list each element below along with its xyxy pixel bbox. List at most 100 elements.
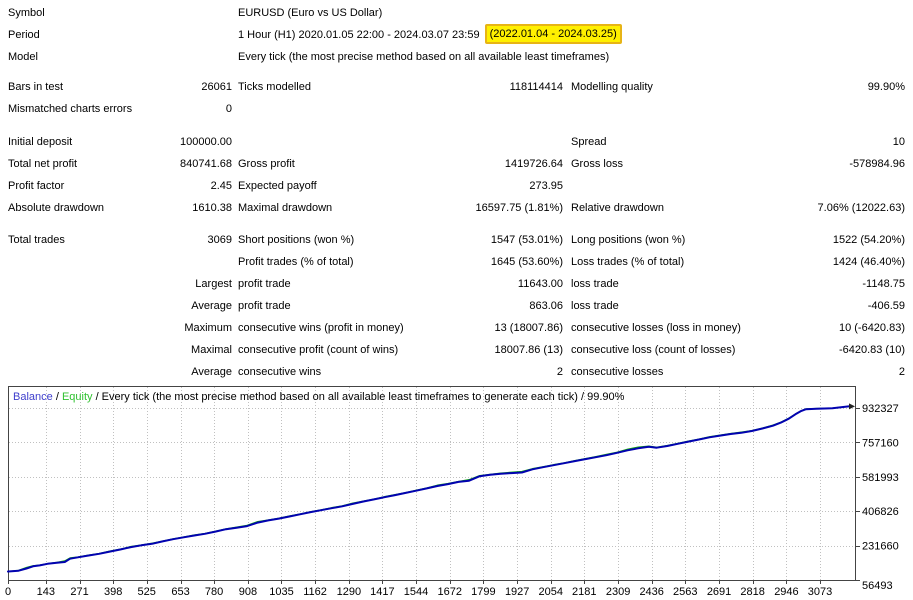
stat-value: 13 (18007.86): [494, 322, 564, 334]
chart-legend: Balance / Equity / Every tick (the most …: [13, 391, 625, 403]
stat-label: Profit trades (% of total): [238, 256, 354, 268]
x-axis-label: 2181: [572, 586, 596, 598]
strategy-tester-report: Symbol EURUSD (Euro vs US Dollar) Period…: [8, 2, 905, 383]
stat-label: profit trade: [238, 300, 291, 312]
stat-label: [8, 273, 148, 295]
stat-value: [428, 98, 563, 120]
stat-value: 840741.68: [180, 158, 232, 170]
period-highlight: (2022.01.04 - 2024.03.25): [484, 24, 622, 44]
table-row: Bars in test 26061 Ticks modelled 118114414…: [8, 76, 905, 98]
stat-section: Bars in test 26061 Ticks modelled 118114414…: [8, 76, 905, 120]
stat-label: [238, 131, 428, 153]
stat-value: 10: [892, 136, 905, 148]
x-axis-label: 1417: [370, 586, 394, 598]
stat-label: Mismatched charts errors: [8, 103, 133, 115]
stat-value: 273.95: [529, 180, 563, 192]
stat-value: 1610.38: [192, 202, 232, 214]
table-row: Maximum consecutive wins (profit in money…: [8, 317, 905, 339]
y-axis-label: 757160: [862, 437, 899, 449]
symbol-label: Symbol: [8, 7, 45, 19]
legend-balance-label: Balance: [13, 391, 53, 403]
stat-label: consecutive losses: [571, 366, 664, 378]
statistics-table: Bars in test 26061 Ticks modelled 118114414…: [8, 76, 905, 383]
table-row: Total trades 3069 Short positions (won %) 1…: [8, 229, 905, 251]
stat-label: Loss trades (% of total): [571, 256, 685, 268]
stat-value: 0: [225, 103, 232, 115]
stat-value: Maximum: [184, 322, 232, 334]
stat-label: [8, 339, 148, 361]
stat-label: Maximal drawdown: [238, 202, 333, 214]
model-value: Every tick (the most precise method base…: [238, 51, 610, 63]
stat-label: Long positions (won %): [571, 234, 686, 246]
legend-equity-label: Equity: [62, 391, 93, 403]
table-row: Total net profit 840741.68 Gross profit 141…: [8, 153, 905, 175]
stat-label: loss trade: [571, 278, 619, 290]
x-axis-label: 2054: [539, 586, 563, 598]
stat-label: [8, 361, 148, 383]
stat-label: Bars in test: [8, 81, 64, 93]
stat-value: 2: [556, 366, 563, 378]
x-axis-label: 653: [171, 586, 189, 598]
stat-value: 118114414: [509, 81, 563, 93]
stat-value: Average: [191, 300, 232, 312]
stat-label: consecutive losses (loss in money): [571, 322, 741, 334]
table-row: Average consecutive wins 2 consecutive loss…: [8, 361, 905, 383]
stat-value: -406.59: [867, 300, 905, 312]
stat-value: 99.90%: [867, 81, 905, 93]
symbol-row: Symbol EURUSD (Euro vs US Dollar): [8, 2, 905, 24]
stat-value: 7.06% (12022.63): [817, 202, 905, 214]
stat-value: Maximal: [191, 344, 232, 356]
stat-label: Profit factor: [8, 180, 65, 192]
stat-value: [148, 251, 232, 273]
x-axis-label: 2563: [673, 586, 697, 598]
x-axis-label: 525: [138, 586, 156, 598]
period-label: Period: [8, 29, 40, 41]
stat-label: [8, 295, 148, 317]
period-row: Period 1 Hour (H1) 2020.01.05 22:00 - 20…: [8, 24, 905, 46]
table-row: Profit trades (% of total) 1645 (53.60%) L…: [8, 251, 905, 273]
x-axis-label: 2818: [740, 586, 764, 598]
x-axis-label: 1162: [303, 586, 327, 598]
stat-label: Total net profit: [8, 158, 78, 170]
stat-label: Gross profit: [238, 158, 295, 170]
stat-label: [571, 98, 766, 120]
stat-label: Short positions (won %): [238, 234, 355, 246]
stat-section: Initial deposit 100000.00 Spread 10 Total ne…: [8, 131, 905, 219]
stat-label: consecutive loss (count of losses): [571, 344, 736, 356]
x-axis-label: 908: [239, 586, 257, 598]
table-row: Maximal consecutive profit (count of wins…: [8, 339, 905, 361]
y-axis-label: 56493: [862, 580, 893, 592]
stat-label: [571, 175, 766, 197]
table-row: Initial deposit 100000.00 Spread 10: [8, 131, 905, 153]
stat-value: 1522 (54.20%): [832, 234, 905, 246]
model-label: Model: [8, 51, 38, 63]
stat-label: Gross loss: [571, 158, 623, 170]
x-axis-label: 2309: [606, 586, 630, 598]
model-row: Model Every tick (the most precise metho…: [8, 46, 905, 68]
stat-value: Largest: [195, 278, 232, 290]
table-row: Largest profit trade 11643.00 loss trade -11…: [8, 273, 905, 295]
y-axis-label: 932327: [862, 403, 899, 415]
stat-label: consecutive wins: [238, 366, 322, 378]
x-axis-label: 2436: [639, 586, 663, 598]
legend-separator: /: [53, 391, 62, 403]
x-axis-label: 2691: [707, 586, 731, 598]
x-axis-label: 1799: [471, 586, 495, 598]
stat-value: [428, 131, 563, 153]
x-axis-label: 3073: [808, 586, 832, 598]
stat-label: [238, 98, 428, 120]
stat-value: 3069: [207, 234, 232, 246]
x-axis-label: 1544: [404, 586, 428, 598]
stat-label: [8, 251, 148, 273]
stat-value: 863.06: [529, 300, 563, 312]
stat-value: 26061: [201, 81, 232, 93]
stat-label: profit trade: [238, 278, 291, 290]
table-row: Absolute drawdown 1610.38 Maximal drawdown…: [8, 197, 905, 219]
x-axis-label: 398: [104, 586, 122, 598]
table-row: Average profit trade 863.06 loss trade -406.…: [8, 295, 905, 317]
stat-label: loss trade: [571, 300, 619, 312]
stat-value: [766, 98, 905, 120]
stat-value: 1547 (53.01%): [490, 234, 563, 246]
legend-model-note: / Every tick (the most precise method ba…: [93, 391, 625, 403]
stat-value: 2: [898, 366, 905, 378]
